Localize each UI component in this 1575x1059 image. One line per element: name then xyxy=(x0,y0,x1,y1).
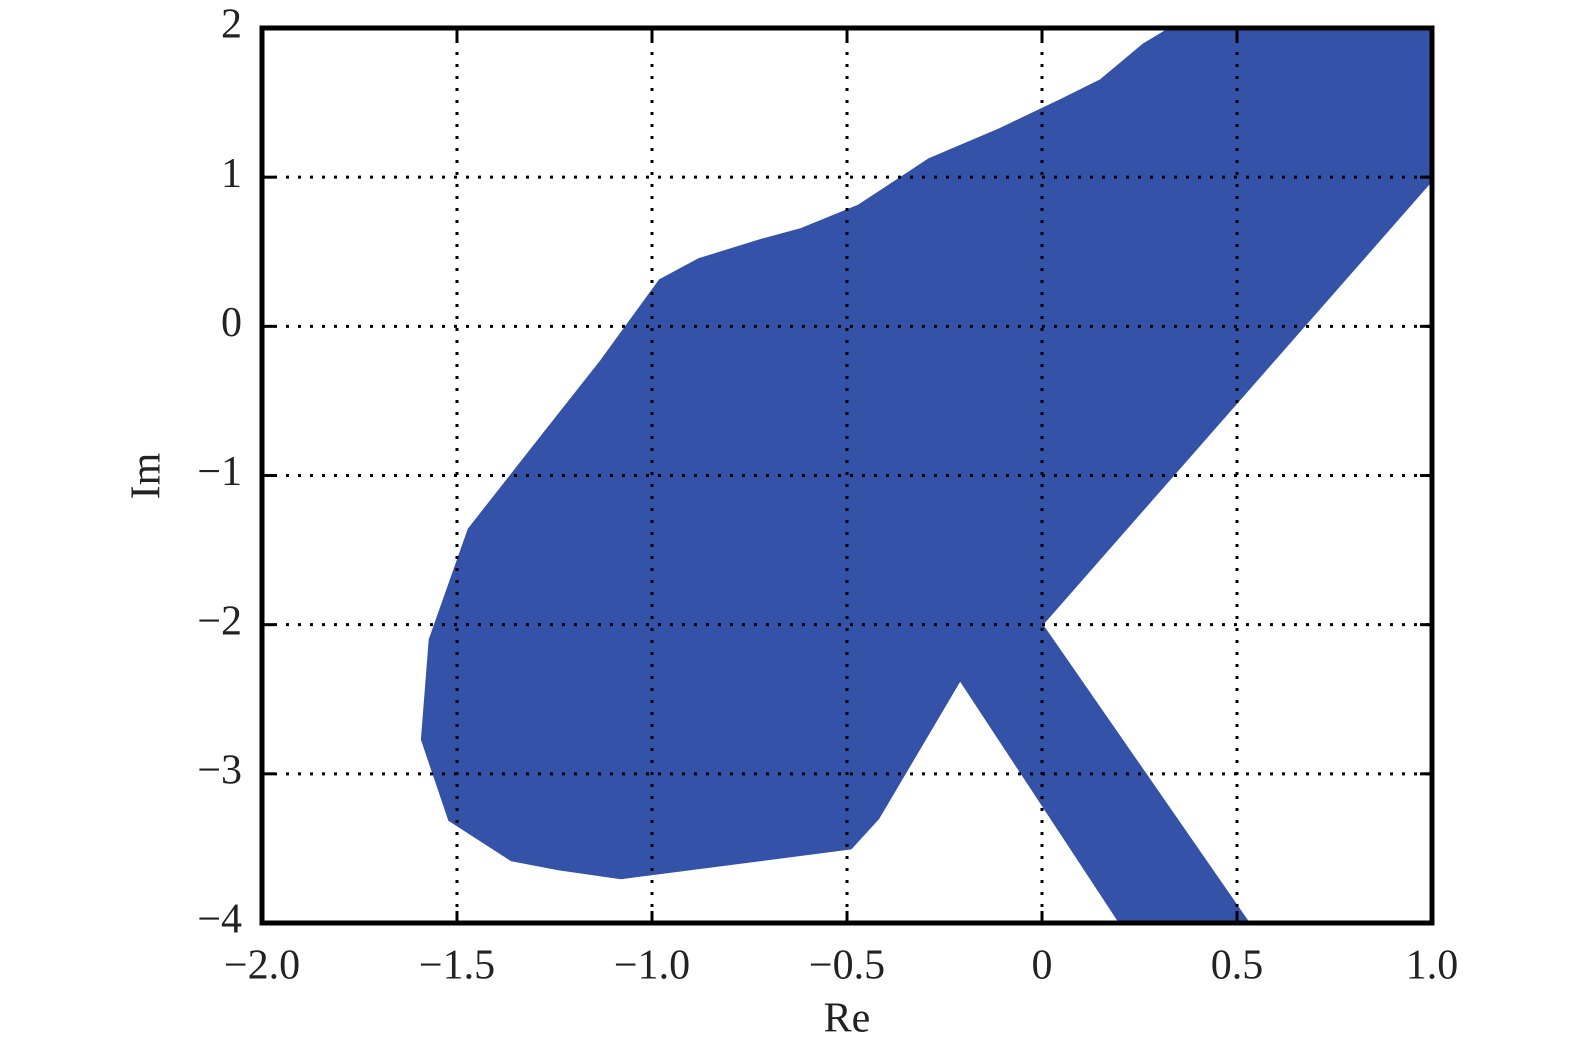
y-tick-label: −4 xyxy=(197,897,242,943)
x-tick-label: −1.0 xyxy=(614,943,690,989)
x-tick-label: 1.0 xyxy=(1406,943,1459,989)
x-axis-label: Re xyxy=(824,996,871,1042)
y-tick-label: −3 xyxy=(197,747,242,793)
y-tick-label: 2 xyxy=(221,2,242,48)
region xyxy=(420,27,1433,924)
plot-frame xyxy=(259,25,1435,926)
x-tick-label: 0.5 xyxy=(1211,943,1264,989)
x-tick-label: −2.0 xyxy=(224,943,300,989)
y-tick-label: −2 xyxy=(197,598,242,644)
y-tick-label: −1 xyxy=(197,449,242,495)
x-tick-label: −0.5 xyxy=(809,943,885,989)
y-tick-label: 1 xyxy=(221,151,242,197)
x-tick-label: −1.5 xyxy=(419,943,495,989)
x-tick-label: 0 xyxy=(1032,943,1053,989)
y-axis-label: Im xyxy=(124,452,170,499)
y-tick-label: 0 xyxy=(221,300,242,346)
